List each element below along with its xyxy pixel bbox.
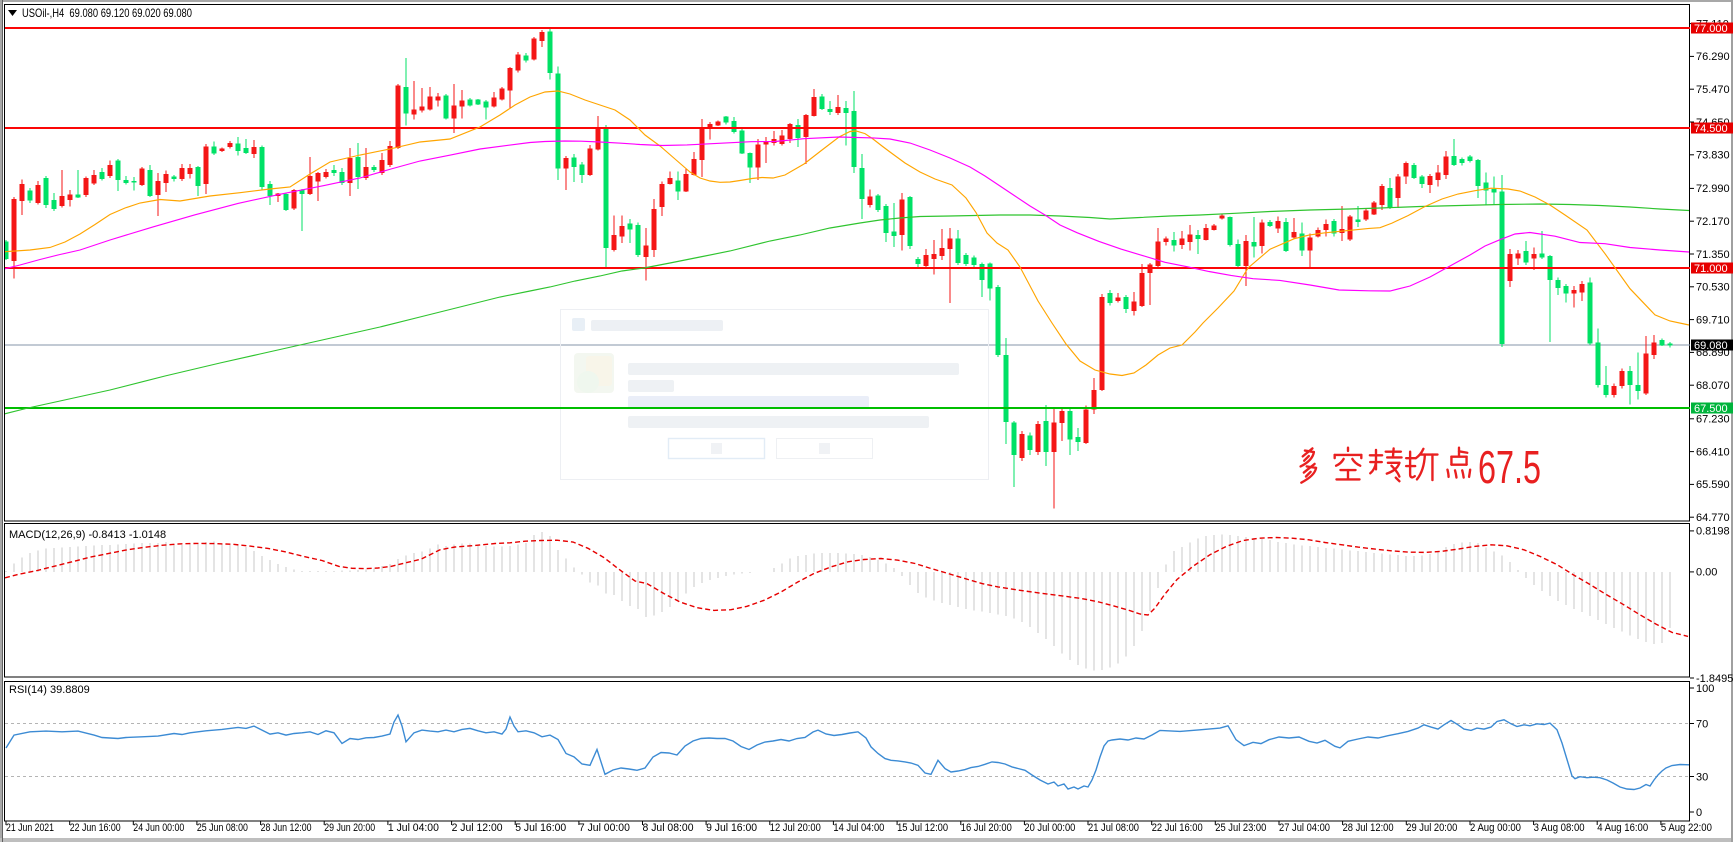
svg-text:22 Jun 16:00: 22 Jun 16:00	[70, 822, 121, 834]
svg-text:67.5: 67.5	[1478, 441, 1541, 493]
svg-text:0.8198: 0.8198	[1696, 526, 1730, 538]
svg-text:70: 70	[1696, 718, 1708, 730]
svg-text:71.000: 71.000	[1694, 263, 1728, 275]
svg-text:29 Jul 20:00: 29 Jul 20:00	[1406, 822, 1457, 834]
svg-text:75.470: 75.470	[1696, 84, 1730, 96]
svg-text:2 Jul 12:00: 2 Jul 12:00	[452, 822, 503, 834]
svg-text:64.770: 64.770	[1696, 512, 1730, 524]
svg-text:USOil-,H4 69.080 69.120 69.02: USOil-,H4 69.080 69.120 69.020 69.080	[22, 6, 192, 20]
svg-text:76.290: 76.290	[1696, 51, 1730, 63]
svg-text:16 Jul 20:00: 16 Jul 20:00	[961, 822, 1012, 834]
svg-text:5 Jul 16:00: 5 Jul 16:00	[515, 822, 566, 834]
svg-text:69.080: 69.080	[1694, 340, 1728, 352]
svg-text:68.070: 68.070	[1696, 380, 1730, 392]
svg-text:69.710: 69.710	[1696, 314, 1730, 326]
svg-text:0.00: 0.00	[1696, 567, 1717, 579]
svg-text:20 Jul 00:00: 20 Jul 00:00	[1024, 822, 1075, 834]
svg-text:0: 0	[1696, 807, 1702, 819]
svg-text:4 Aug 16:00: 4 Aug 16:00	[1597, 822, 1648, 834]
svg-text:27 Jul 04:00: 27 Jul 04:00	[1279, 822, 1330, 834]
svg-text:21 Jun 2021: 21 Jun 2021	[6, 822, 54, 834]
svg-text:28 Jul 12:00: 28 Jul 12:00	[1343, 822, 1394, 834]
svg-text:71.350: 71.350	[1696, 249, 1730, 261]
svg-text:12 Jul 20:00: 12 Jul 20:00	[770, 822, 821, 834]
svg-text:15 Jul 12:00: 15 Jul 12:00	[897, 822, 948, 834]
svg-text:70.530: 70.530	[1696, 282, 1730, 294]
svg-text:7 Jul 00:00: 7 Jul 00:00	[579, 822, 630, 834]
svg-text:29 Jun 20:00: 29 Jun 20:00	[324, 822, 375, 834]
svg-text:67.500: 67.500	[1694, 403, 1728, 415]
svg-text:14 Jul 04:00: 14 Jul 04:00	[833, 822, 884, 834]
svg-text:72.990: 72.990	[1696, 183, 1730, 195]
svg-text:RSI(14) 39.8809: RSI(14) 39.8809	[9, 684, 90, 696]
svg-text:100: 100	[1696, 683, 1714, 695]
svg-text:25 Jun 08:00: 25 Jun 08:00	[197, 822, 248, 834]
svg-text:77.000: 77.000	[1694, 23, 1728, 35]
svg-text:1 Jul 04:00: 1 Jul 04:00	[388, 822, 439, 834]
svg-text:28 Jun 12:00: 28 Jun 12:00	[261, 822, 312, 834]
svg-text:-1.8495: -1.8495	[1696, 673, 1733, 685]
svg-text:3 Aug 08:00: 3 Aug 08:00	[1534, 822, 1585, 834]
svg-text:MACD(12,26,9) -0.8413 -1.0148: MACD(12,26,9) -0.8413 -1.0148	[9, 529, 166, 541]
svg-text:25 Jul 23:00: 25 Jul 23:00	[1215, 822, 1266, 834]
svg-text:9 Jul 16:00: 9 Jul 16:00	[706, 822, 757, 834]
svg-text:73.830: 73.830	[1696, 150, 1730, 162]
svg-text:74.500: 74.500	[1694, 123, 1728, 135]
svg-text:22 Jul 16:00: 22 Jul 16:00	[1152, 822, 1203, 834]
svg-text:30: 30	[1696, 771, 1708, 783]
svg-text:72.170: 72.170	[1696, 216, 1730, 228]
svg-text:8 Jul 08:00: 8 Jul 08:00	[643, 822, 694, 834]
svg-text:65.590: 65.590	[1696, 479, 1730, 491]
svg-text:67.230: 67.230	[1696, 414, 1730, 426]
svg-text:24 Jun 00:00: 24 Jun 00:00	[133, 822, 184, 834]
svg-text:21 Jul 08:00: 21 Jul 08:00	[1088, 822, 1139, 834]
svg-text:5 Aug 22:00: 5 Aug 22:00	[1661, 822, 1712, 834]
svg-text:2 Aug 00:00: 2 Aug 00:00	[1470, 822, 1521, 834]
svg-text:66.410: 66.410	[1696, 446, 1730, 458]
